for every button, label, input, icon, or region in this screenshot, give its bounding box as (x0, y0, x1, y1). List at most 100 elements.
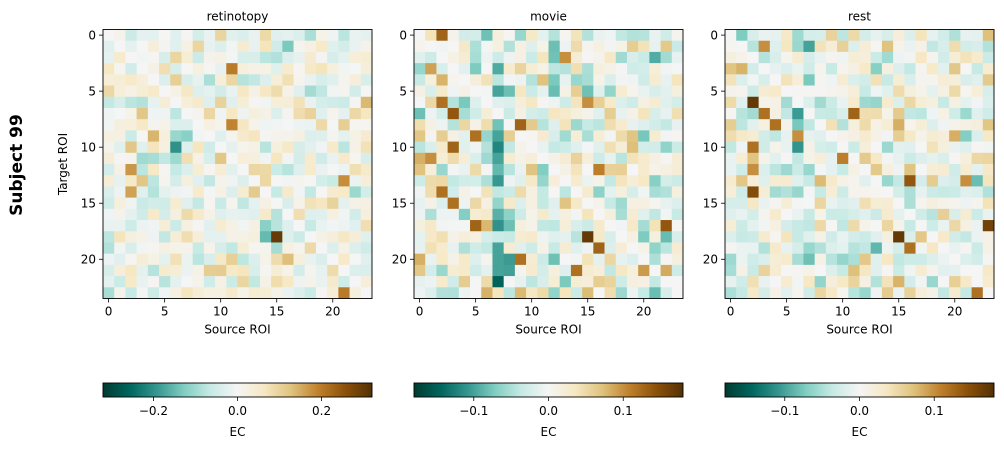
heatmap-cell (769, 119, 782, 131)
heatmap-cell (548, 51, 561, 64)
heatmap-cell (327, 197, 339, 210)
heatmap-cell (203, 208, 216, 221)
heatmap-cell (949, 220, 961, 232)
heatmap-cell (649, 231, 661, 243)
heatmap-cell (758, 197, 771, 210)
heatmap-cell (458, 231, 471, 243)
heatmap-cell (649, 287, 661, 299)
heatmap-cell (259, 276, 272, 288)
y-tick-label: 10 (81, 140, 96, 154)
heatmap-cell (781, 197, 793, 210)
heatmap-cell (926, 164, 939, 176)
heatmap-cell (960, 29, 972, 42)
heatmap-cell (604, 208, 617, 221)
colorbar-gradient (724, 382, 995, 398)
heatmap-cell (259, 40, 272, 53)
heatmap-cell (259, 242, 272, 255)
heatmap-cell (114, 29, 126, 42)
heatmap-cell (848, 152, 860, 165)
heatmap-cell (436, 164, 448, 176)
heatmap-cell (147, 51, 160, 64)
heatmap-cell (192, 186, 205, 198)
heatmap-cell (747, 51, 759, 64)
heatmap-cell (747, 208, 759, 221)
heatmap-cell (425, 197, 437, 210)
heatmap-cell (971, 208, 984, 221)
heatmap-cell (769, 264, 782, 277)
heatmap-cell (593, 29, 605, 42)
heatmap-cell (937, 29, 950, 42)
heatmap-cell (837, 85, 849, 98)
heatmap-cell (203, 74, 216, 86)
heatmap-cell (170, 197, 182, 210)
heatmap-cell (615, 119, 628, 131)
heatmap-cell (271, 197, 283, 210)
heatmap-cell (649, 186, 661, 198)
heatmap-cell (814, 242, 827, 255)
heatmap-cell (825, 164, 838, 176)
heatmap-cell (615, 40, 628, 53)
heatmap-cell (282, 220, 294, 232)
heatmap-cell (870, 85, 883, 98)
heatmap-cell (626, 186, 639, 198)
heatmap-cell (192, 208, 205, 221)
heatmap-cell (470, 208, 482, 221)
heatmap-cell (226, 96, 238, 109)
heatmap-cell (671, 186, 684, 198)
heatmap-cell (837, 29, 849, 42)
heatmap-cell (481, 119, 493, 131)
heatmap-cell (982, 40, 995, 53)
y-tick-label: 5 (88, 84, 96, 98)
heatmap-cell (781, 40, 793, 53)
heatmap-cell (481, 220, 493, 232)
heatmap-cell (837, 107, 849, 120)
heatmap-cell (181, 141, 194, 154)
heatmap-cell (971, 287, 984, 299)
heatmap-cell (949, 141, 961, 154)
heatmap-cell (915, 253, 928, 266)
heatmap-cell (848, 208, 860, 221)
heatmap-cell (926, 208, 939, 221)
heatmap-cell (237, 220, 250, 232)
heatmap-cell (293, 287, 306, 299)
heatmap-cell (360, 40, 373, 53)
heatmap-cell (582, 130, 594, 142)
heatmap-cell (982, 152, 995, 165)
heatmap-cell (537, 220, 549, 232)
heatmap-cell (360, 130, 373, 142)
heatmap-cell (582, 63, 594, 75)
heatmap-cell (570, 287, 583, 299)
heatmap-cell (514, 197, 527, 210)
heatmap-cell (181, 85, 194, 98)
heatmap-cell (904, 141, 916, 154)
heatmap-cell (671, 63, 684, 75)
heatmap-cell (360, 208, 373, 221)
heatmap-cell (649, 96, 661, 109)
heatmap-cell (293, 220, 306, 232)
heatmap-cell (769, 287, 782, 299)
heatmap-cell (792, 141, 804, 154)
heatmap-cell (736, 141, 748, 154)
heatmap-cell (893, 287, 905, 299)
heatmap-cell (114, 242, 126, 255)
heatmap-cell (548, 40, 561, 53)
heatmap-cell (136, 220, 149, 232)
heatmap-cell (725, 264, 737, 277)
heatmap-cell (271, 186, 283, 198)
heatmap-cell (982, 74, 995, 86)
heatmap-cell (725, 253, 737, 266)
heatmap-cell (436, 29, 448, 42)
heatmap-cell (915, 164, 928, 176)
panel-title: retinotopy (207, 10, 269, 24)
heatmap-cell (949, 287, 961, 299)
heatmap-cell (414, 96, 426, 109)
heatmap-cell (792, 51, 804, 64)
heatmap-cell (125, 253, 137, 266)
heatmap-cell (792, 208, 804, 221)
heatmap-cell (848, 264, 860, 277)
heatmap-cell (548, 220, 561, 232)
heatmap-cell (304, 141, 317, 154)
heatmap-cell (559, 107, 572, 120)
heatmap-cell (425, 175, 437, 187)
heatmap-cell (626, 164, 639, 176)
